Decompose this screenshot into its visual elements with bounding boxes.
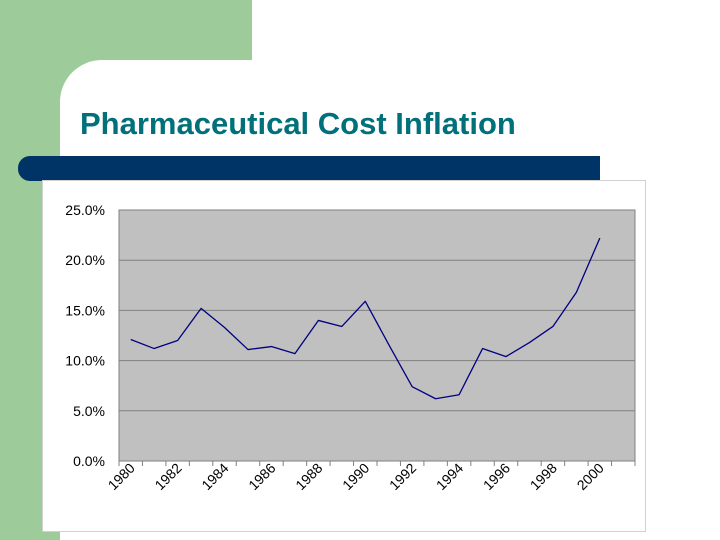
plot-area <box>118 209 636 462</box>
x-tick-label: 1982 <box>151 460 184 493</box>
y-tick-label: 10.0% <box>65 353 105 369</box>
y-tick-labels: 25.0% 20.0% 15.0% 10.0% 5.0% 0.0% <box>65 202 105 469</box>
y-tick-label: 20.0% <box>65 252 105 268</box>
x-tick-label: 1980 <box>105 460 138 493</box>
x-tick-labels: 1980 1982 1984 1986 1988 1990 1992 1994 1996 1998… <box>105 460 608 493</box>
x-tick-label: 1988 <box>292 460 325 493</box>
x-axis-ticks <box>118 461 636 466</box>
x-tick-label: 1996 <box>480 460 513 493</box>
chart-frame: 25.0% 20.0% 15.0% 10.0% 5.0% 0.0% 1980 1982 198… <box>42 180 646 532</box>
slide-title: Pharmaceutical Cost Inflation <box>80 106 516 141</box>
y-tick-label: 0.0% <box>73 453 105 469</box>
series-layer <box>130 237 601 400</box>
series-line <box>130 237 601 400</box>
x-tick-label: 1994 <box>433 460 466 493</box>
line-chart: 25.0%20.0%15.0%10.0%5.0%0.0% 1980 1982 198… <box>65 202 636 493</box>
x-tick-label: 1992 <box>386 460 419 493</box>
y-tick-label: 5.0% <box>73 403 105 419</box>
x-tick-label: 1986 <box>245 460 278 493</box>
title-underline-bar <box>18 156 600 181</box>
x-tick-label: 1990 <box>339 460 372 493</box>
x-tick-label: 1998 <box>527 460 560 493</box>
x-tick-label: 2000 <box>574 460 607 493</box>
y-tick-label: 15.0% <box>65 302 105 318</box>
grid-lines <box>119 259 635 412</box>
x-tick-label: 1984 <box>198 460 231 493</box>
y-tick-label: 25.0% <box>65 202 105 218</box>
